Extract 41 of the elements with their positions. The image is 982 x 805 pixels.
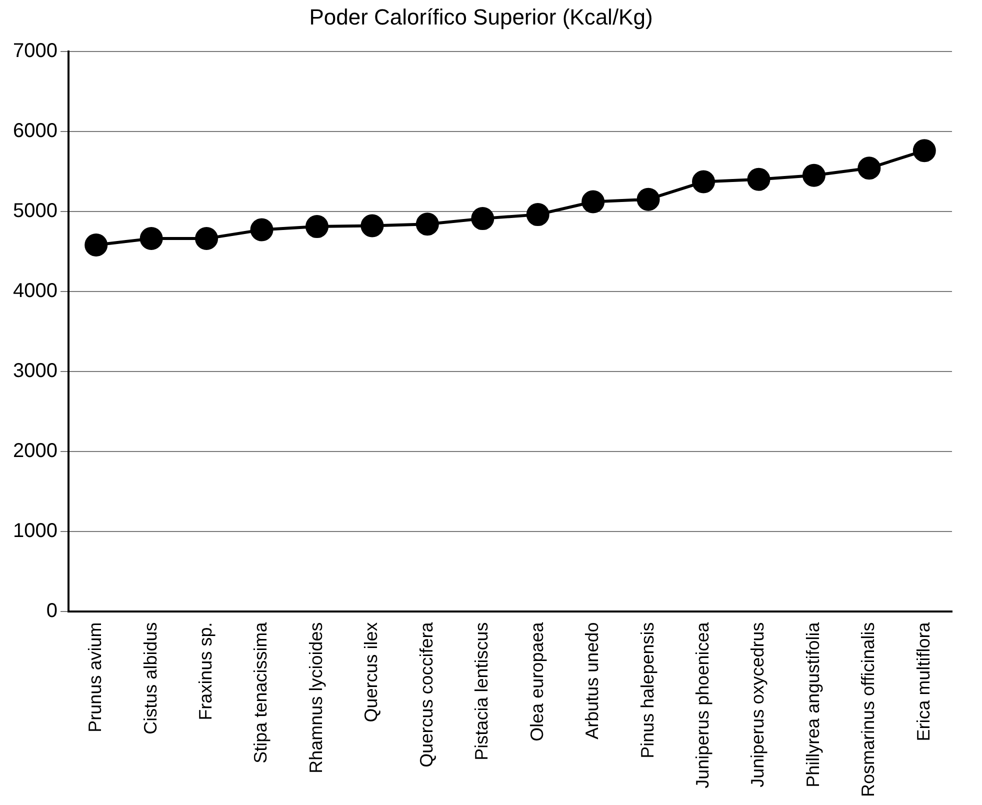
- x-tick-label: Olea europaea: [526, 621, 547, 742]
- x-tick-label: Juniperus oxycedrus: [748, 622, 768, 788]
- point: [250, 218, 274, 242]
- x-tick-label: Quercus coccifera: [416, 621, 436, 768]
- chart-title: Poder Calorífico Superior (Kcal/Kg): [309, 4, 653, 30]
- point: [912, 139, 936, 162]
- point: [84, 233, 108, 256]
- x-tick-label: Phillyrea angustifolia: [802, 621, 823, 788]
- x-tick-label: Fraxinus sp.: [196, 622, 216, 720]
- point: [305, 215, 328, 238]
- y-tick-label: 4000: [12, 280, 58, 302]
- x-tick-label: Cistus albidus: [140, 622, 160, 734]
- x-tick-label: Arbutus unedo: [582, 622, 602, 740]
- point: [360, 214, 384, 238]
- x-tick-label: Rosmarinus officinalis: [858, 622, 878, 798]
- point: [195, 227, 218, 250]
- x-tick-label: Quercus ilex: [361, 622, 382, 722]
- x-tick-label: Erica multiflora: [913, 621, 934, 742]
- x-tick-label: Stipa tenacissima: [250, 621, 271, 764]
- x-tick-label: Rhamnus lycioides: [306, 622, 326, 774]
- y-tick-label: 1000: [12, 520, 58, 542]
- point: [858, 156, 881, 180]
- point: [802, 164, 826, 187]
- y-tick-label: 0: [46, 600, 58, 622]
- y-tick-label: 7000: [12, 40, 58, 62]
- point: [140, 227, 163, 250]
- point: [582, 190, 605, 214]
- point: [692, 170, 716, 194]
- x-tick-label: Prunus avium: [85, 622, 106, 732]
- y-tick-label: 3000: [12, 360, 58, 382]
- x-tick-label: Juniperus phoenicea: [692, 621, 712, 788]
- point: [636, 188, 660, 211]
- x-tick-label: Pistacia lentiscus: [472, 622, 492, 760]
- point: [416, 212, 439, 236]
- point: [747, 168, 770, 191]
- point: [471, 207, 494, 230]
- point: [526, 203, 550, 226]
- x-tick-label: Pinus halepensis: [637, 622, 658, 758]
- y-tick-label: 6000: [12, 120, 58, 142]
- y-tick-label: 2000: [12, 440, 58, 462]
- y-tick-label: 5000: [12, 200, 58, 222]
